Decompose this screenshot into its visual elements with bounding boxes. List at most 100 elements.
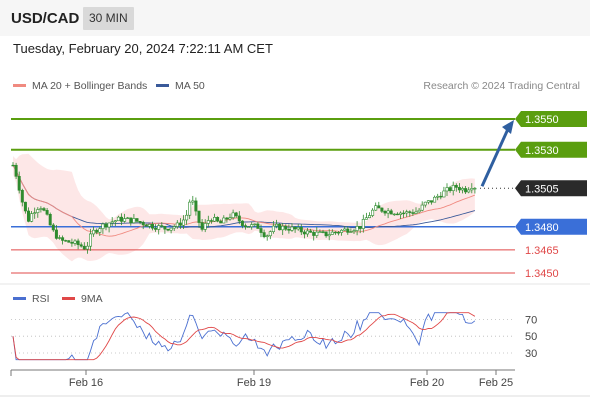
candle-body-127 [405,211,409,214]
rsi-line [12,312,476,361]
candle-body-124 [395,213,399,216]
candle-body-115 [367,215,371,219]
candle-body-106 [340,229,344,233]
candle-body-139 [442,190,446,198]
candle-body-6 [30,213,34,222]
candle-body-60 [197,210,201,223]
candle-body-32 [110,221,114,224]
candle-body-15 [57,237,61,239]
candle-body-88 [284,225,288,230]
candle-body-23 [82,245,86,250]
legend-9ma: 9MA [62,293,103,305]
candle-body-3 [20,189,24,203]
candle-body-1 [14,164,18,177]
candle-body-55 [182,219,186,226]
candle-body-12 [48,214,52,226]
candle-body-91 [293,226,297,230]
candle-body-34 [116,216,120,222]
price-level-layer: 1.3550 1.3530 1.3505 1.3480 1.3465 1.3450 [11,111,587,280]
price-tag-1 [515,141,587,158]
candle-body-0 [11,164,15,167]
candle-body-24 [85,245,89,250]
candle-body-92 [296,227,300,230]
candle-body-18 [67,240,71,243]
candle-body-113 [361,219,365,229]
credit-text: Research © 2024 Trading Central [423,80,580,92]
candle-body-58 [191,200,195,203]
candle-body-108 [346,228,350,233]
candle-body-100 [321,231,325,233]
candle-body-86 [278,223,282,231]
candle-body-39 [132,218,136,224]
candle-body-83 [268,231,272,237]
timeframe-badge[interactable]: 30 MIN [83,7,134,30]
candle-body-87 [281,225,285,231]
candle-body-117 [374,205,378,211]
candle-body-131 [417,209,421,213]
candle-body-96 [309,230,313,233]
price-label-1: 1.3530 [525,145,559,157]
candle-body-4 [23,201,27,212]
rsi-tick-label-0: 70 [525,314,537,326]
candle-body-16 [61,237,65,241]
candle-layer [11,162,477,254]
candle-body-77 [250,224,254,228]
candle-body-104 [333,231,337,234]
rsi-tick-label-2: 30 [525,348,537,360]
candle-body-94 [302,231,306,235]
timestamp: Tuesday, February 20, 2024 7:22:11 AM CE… [13,41,273,56]
candle-body-29 [101,223,105,230]
candle-body-116 [371,209,375,216]
candle-body-146 [464,188,468,193]
candle-body-98 [315,231,319,236]
candle-body-78 [253,223,257,226]
candle-body-130 [414,211,418,214]
legend-ma50: MA 50 [156,80,205,92]
candle-body-81 [262,232,266,238]
candle-body-90 [290,226,294,231]
candle-body-13 [51,224,55,231]
price-label-5: 1.3450 [525,268,559,280]
candle-body-101 [324,231,328,237]
candle-body-143 [454,185,458,188]
candle-body-126 [402,212,406,215]
price-tag-2 [515,180,587,197]
candle-body-51 [169,227,173,231]
candle-body-59 [194,200,198,212]
candle-body-85 [274,223,278,227]
candle-body-26 [92,229,96,235]
candle-body-46 [154,227,158,230]
legend-ma20-label: MA 20 + Bollinger Bands [32,80,148,92]
ma20-swatch-icon [13,83,26,87]
candle-body-30 [104,223,108,228]
candle-body-95 [305,230,309,235]
legend-rsi: RSI [13,293,50,305]
candle-body-76 [247,226,251,228]
candle-body-125 [398,212,402,215]
candle-body-9 [39,208,43,210]
candle-body-149 [473,187,477,190]
price-tag-0 [515,111,587,127]
candle-body-99 [318,231,322,233]
candle-body-111 [355,226,359,231]
candle-body-119 [380,207,384,212]
candle-body-45 [151,224,155,229]
candle-body-102 [327,234,331,237]
candle-body-33 [113,220,117,223]
x-tick-label-2: Feb 20 [410,377,444,389]
candle-body-38 [129,217,133,224]
candle-body-40 [135,218,139,222]
candle-body-17 [64,240,68,242]
candle-body-48 [160,225,164,227]
candle-body-64 [209,220,213,222]
candle-body-140 [445,187,449,192]
legend-9ma-label: 9MA [81,293,103,305]
candle-body-141 [448,187,452,192]
candle-body-138 [439,195,443,198]
candle-body-53 [175,222,179,227]
candle-body-66 [216,217,220,222]
candle-body-27 [95,229,99,233]
candle-body-14 [54,229,58,239]
header-bar: USD/CAD 30 MIN [0,0,590,36]
candle-body-122 [389,210,393,215]
